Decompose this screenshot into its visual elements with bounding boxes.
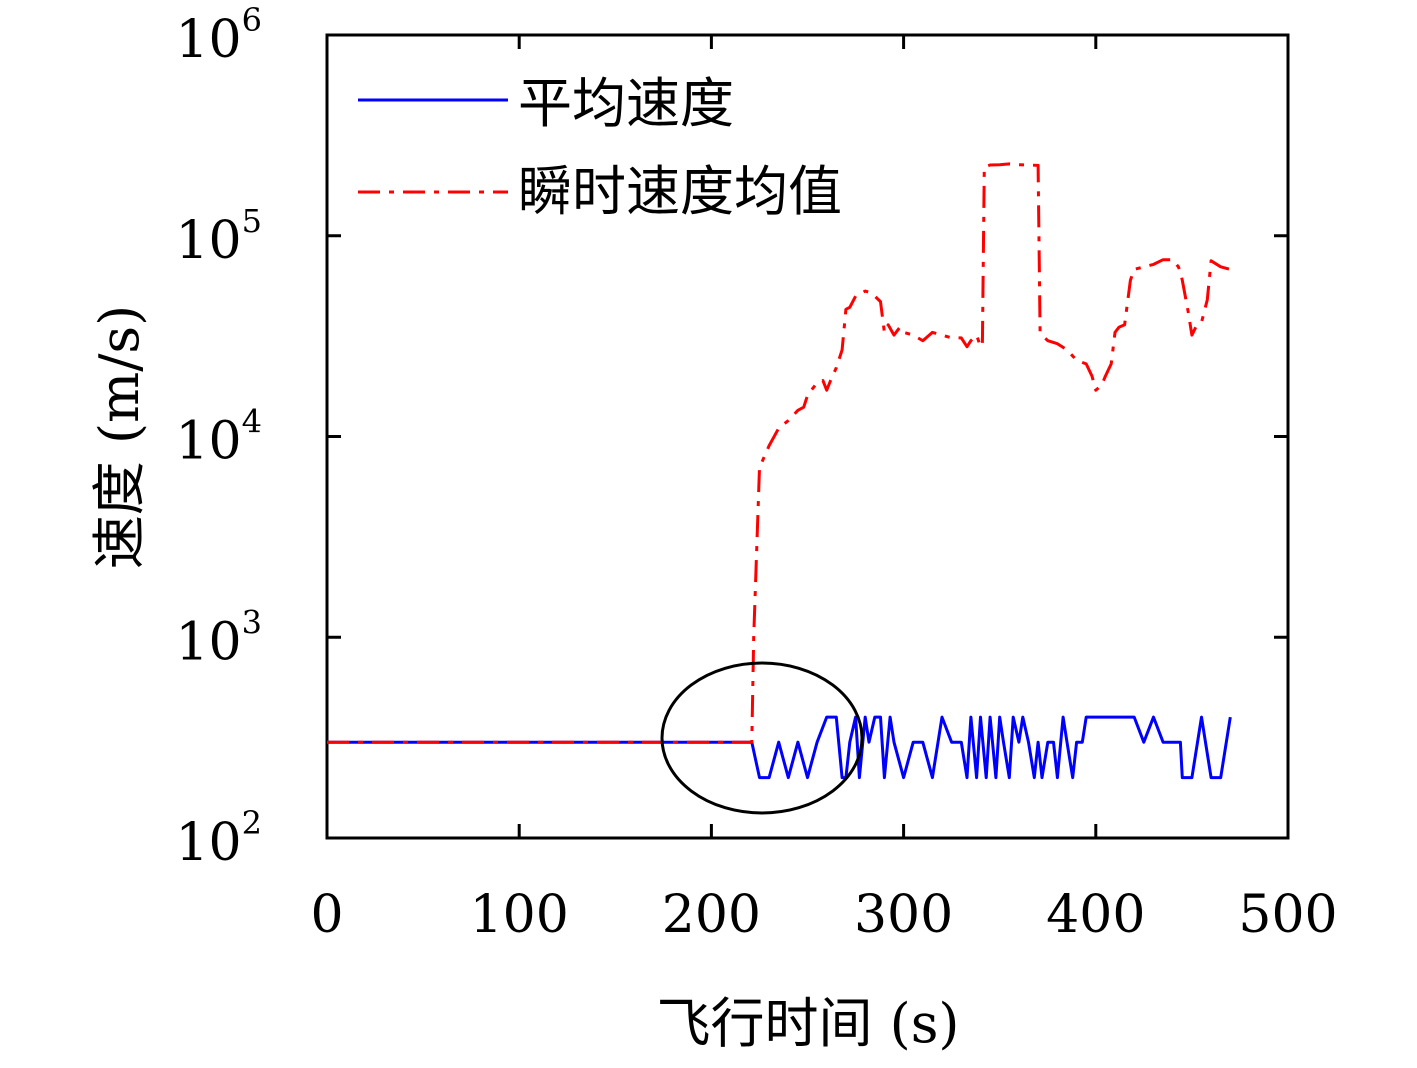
series-line-average-speed (327, 715, 1232, 780)
x-tick-label: 500 (1238, 885, 1337, 945)
y-tick-label: 106 (175, 1, 262, 70)
plot-frame (325, 33, 1290, 840)
series-line-instant-speed-mean (327, 162, 1231, 744)
y-tick-label: 105 (175, 202, 262, 271)
x-tick-label: 0 (310, 885, 343, 945)
x-tick-label: 200 (662, 885, 761, 945)
x-tick-label: 400 (1046, 885, 1145, 945)
legend-label-avg: 平均速度 (518, 72, 734, 135)
x-axis-ticks: 0 100 200 300 400 500 (310, 35, 1338, 945)
x-tick-label: 300 (854, 885, 953, 945)
series-lines (327, 162, 1232, 780)
x-axis-title: 飞行时间 (s) (656, 992, 959, 1055)
highlight-ellipse (660, 661, 864, 815)
y-tick-label: 104 (175, 403, 262, 472)
x-tick-label: 100 (470, 885, 569, 945)
y-axis-title: 速度 (m/s) (88, 305, 151, 569)
y-tick-label: 103 (175, 603, 262, 672)
plot-area (325, 33, 1290, 840)
legend: 平均速度 瞬时速度均值 (358, 72, 842, 223)
y-tick-label: 102 (175, 804, 262, 873)
y-axis-ticks: 102 103 104 105 106 (175, 1, 1288, 873)
legend-label-inst: 瞬时速度均值 (518, 160, 842, 223)
